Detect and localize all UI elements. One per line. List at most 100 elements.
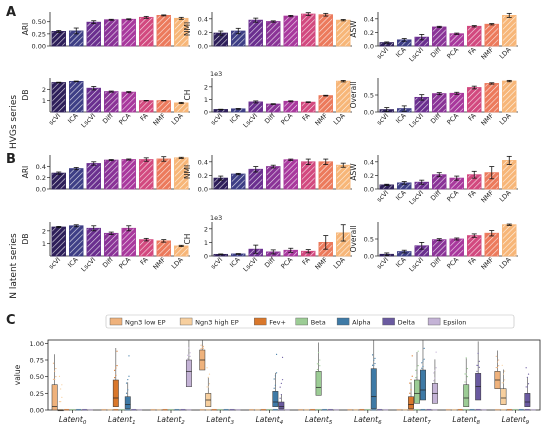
scale-label: 1e3 <box>210 214 222 222</box>
bar-hatch <box>69 225 84 257</box>
outlier-point <box>58 375 61 377</box>
x-tick-label-diff: Diff <box>429 255 443 269</box>
y-tick-label: 0.2 <box>36 174 46 182</box>
outlier-point <box>371 354 374 356</box>
outlier-point <box>409 392 411 394</box>
outlier-point <box>465 373 467 375</box>
x-tick-label-pca: PCA <box>117 255 132 270</box>
y-tick-label: 1 <box>42 97 46 105</box>
legend-entry: Ngn3 high EP <box>195 319 239 327</box>
legend: Ngn3 low EP Ngn3 high EP Fev+ Beta Alpha Delt… <box>105 314 515 329</box>
outlier-point <box>496 366 499 369</box>
latent-name: Latent <box>403 415 428 424</box>
y-tick-label: 0.2 <box>364 29 374 37</box>
outlier-point <box>316 363 318 365</box>
outlier-point <box>127 389 129 391</box>
latent-name: Latent <box>206 415 231 424</box>
outlier-point <box>411 375 413 377</box>
outlier-point <box>495 366 497 369</box>
latent-subscript: 7 <box>427 420 431 426</box>
x-tick-label-nmf: NMF <box>479 46 495 62</box>
bar-hatch <box>301 13 316 47</box>
x-tick-label-pca: PCA <box>279 255 294 270</box>
x-tick-label-fa: FA <box>467 45 478 56</box>
bar-hatch <box>248 19 263 47</box>
legend-entry: Beta <box>311 319 326 327</box>
latent-subscript: 4 <box>280 420 284 426</box>
outlier-point <box>279 386 281 388</box>
bar-hatch <box>174 102 189 113</box>
y-axis-label: CH <box>183 90 192 101</box>
latent-name: Latent <box>354 415 379 424</box>
x-tick-label-lda: LDA <box>332 111 347 126</box>
outlier-point <box>200 344 202 346</box>
y-tick-label: 0.25 <box>32 30 46 38</box>
x-tick-label-scvi: scVI <box>375 256 390 271</box>
y-tick-label: 0.2 <box>198 29 208 37</box>
x-tick-label-scvi: scVI <box>375 112 390 127</box>
x-tick-label-latent3: Latent3 <box>206 415 234 426</box>
x-tick-label-fa: FA <box>467 255 478 266</box>
outlier-point <box>55 376 57 378</box>
bar-panel-a-overall: 0.0 0.5 Overall scVI ICA LscVI Diff PCA FA NMF LDA <box>349 78 518 129</box>
x-tick-label-fa: FA <box>301 111 312 122</box>
bar-hatch <box>104 232 119 257</box>
outlier-point <box>318 363 320 365</box>
outlier-point <box>188 354 190 356</box>
outlier-point <box>374 362 376 365</box>
panel-label-b: B <box>6 152 16 167</box>
y-tick-label: 2 <box>42 86 46 94</box>
x-tick-label-pca: PCA <box>445 45 460 60</box>
outlier-point <box>319 365 321 367</box>
outlier-point <box>435 351 437 353</box>
outlier-point <box>274 384 276 386</box>
outlier-point <box>478 366 480 368</box>
x-tick-label-pca: PCA <box>279 111 294 126</box>
legend-entry: Ngn3 low EP <box>125 319 166 327</box>
y-tick-label: 0.75 <box>30 357 44 365</box>
x-tick-label-nmf: NMF <box>479 189 495 205</box>
x-tick-label-ica: ICA <box>394 188 408 202</box>
row-label-nlatent: N latent series <box>9 233 19 299</box>
x-tick-label-lscvi: LscVI <box>242 112 260 130</box>
bar-hatch <box>266 166 281 190</box>
charts-layer: 0.000.250.50ARI0.00.20.4NMI0.00.20.4ASWs… <box>13 12 541 426</box>
bar-hatch <box>69 168 84 190</box>
outlier-point <box>416 367 418 369</box>
row-label-hvgs: HVGs series <box>9 95 19 149</box>
x-tick-label-scvi: scVI <box>375 189 390 204</box>
box-latent8-group3 <box>463 384 470 407</box>
y-tick-label: 1 <box>204 239 208 247</box>
outlier-point <box>423 358 425 360</box>
bar-hatch <box>104 159 119 190</box>
outlier-point <box>423 347 425 349</box>
x-tick-label-latent9: Latent9 <box>502 415 530 426</box>
bar-panel-b-db: 1 2 DB scVI ICA LscVI Diff PCA FA NMF LDA <box>21 222 190 273</box>
bar-hatch <box>121 159 136 190</box>
outlier-point <box>421 362 423 364</box>
legend-swatch <box>109 317 123 326</box>
x-tick-label-pca: PCA <box>445 255 460 270</box>
panel-label-c: C <box>6 313 16 328</box>
bar-hatch <box>139 100 154 113</box>
y-tick-label: 1 <box>42 240 46 248</box>
y-tick-label: 0.2 <box>364 172 374 180</box>
outlier-point <box>525 386 527 388</box>
outlier-point <box>116 365 118 367</box>
outlier-point <box>319 359 321 361</box>
legend-entry: Fev+ <box>269 319 286 327</box>
bar-hatch <box>449 33 464 47</box>
box-latent7-group3 <box>414 379 420 404</box>
x-tick-label-fa: FA <box>301 255 312 266</box>
outlier-point <box>410 379 412 381</box>
latent-subscript: 8 <box>476 420 480 426</box>
latent-subscript: 5 <box>329 420 333 426</box>
outlier-point <box>465 357 467 359</box>
y-tick-label: 0.00 <box>32 43 46 51</box>
bar-hatch <box>283 15 298 47</box>
x-tick-label-latent1: Latent1 <box>108 415 136 426</box>
y-tick-label: 0.4 <box>364 15 374 23</box>
bar-panel-a-db: 1 2 DB scVI ICA LscVI Diff PCA FA NMF LDA <box>21 78 190 129</box>
y-tick-label: 0.0 <box>364 43 374 51</box>
x-tick-label-ica: ICA <box>66 111 80 125</box>
